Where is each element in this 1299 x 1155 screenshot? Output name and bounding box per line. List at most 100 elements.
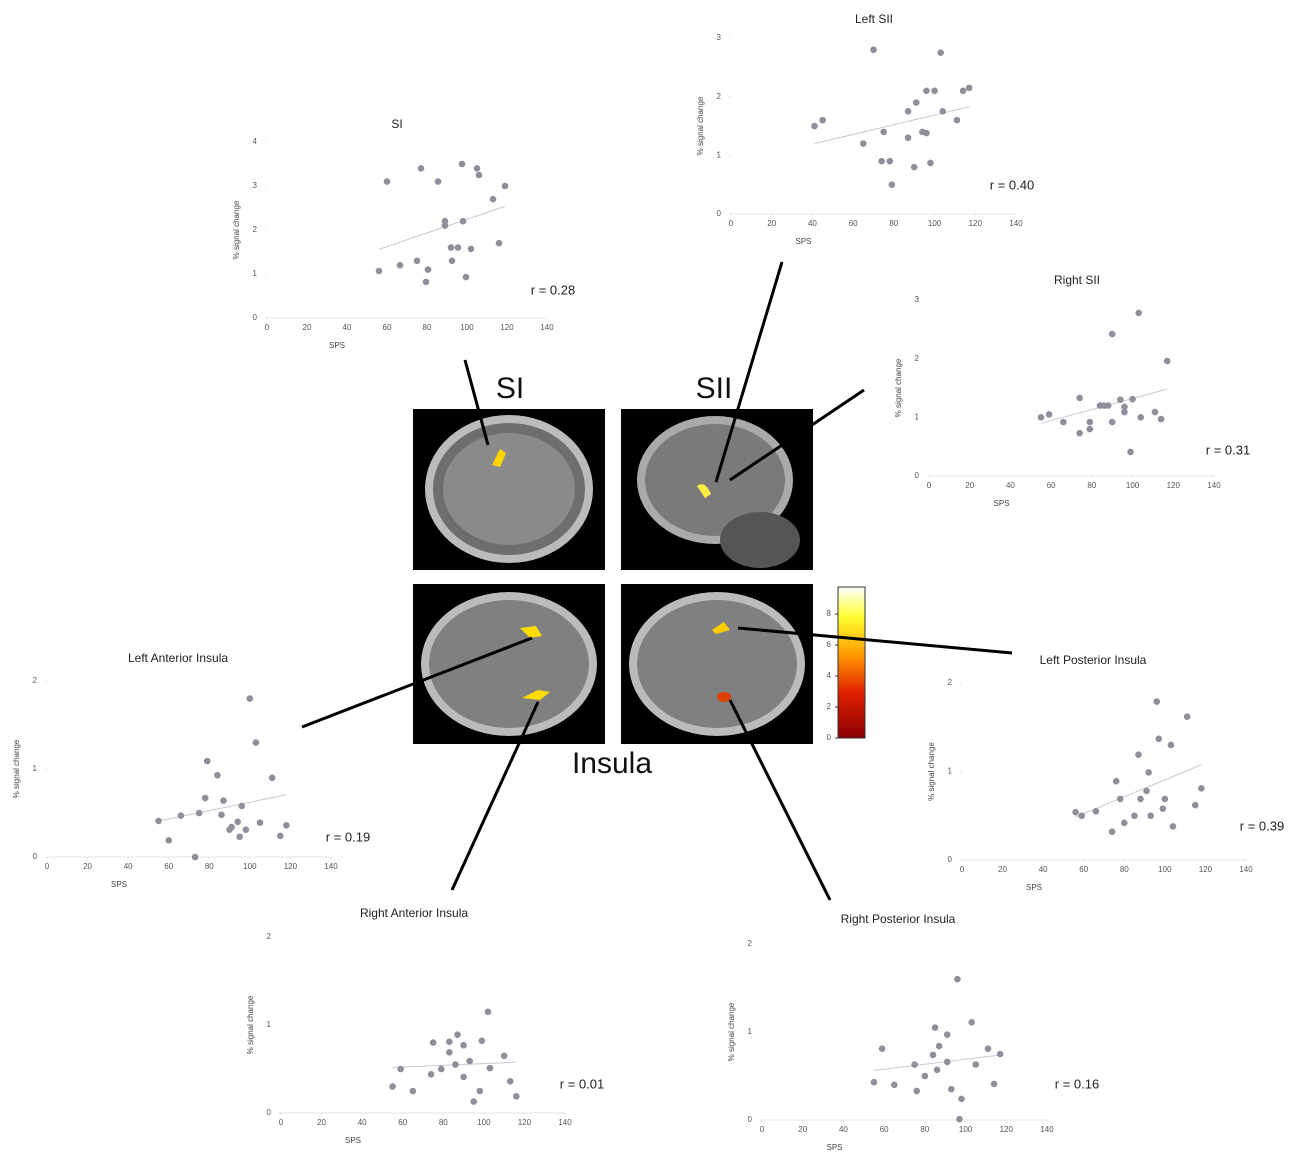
trendline — [814, 107, 969, 144]
x-tick-label: 80 — [889, 219, 898, 228]
data-point — [214, 772, 221, 779]
data-point — [476, 172, 483, 179]
data-point — [220, 797, 227, 804]
data-point — [1093, 808, 1100, 815]
data-point — [958, 1096, 965, 1103]
data-point — [178, 812, 185, 819]
data-point — [968, 1019, 975, 1026]
x-tick-label: 80 — [423, 323, 432, 332]
data-point — [454, 1031, 461, 1038]
x-tick-label: 40 — [358, 1118, 367, 1127]
data-point — [1078, 812, 1085, 819]
x-axis-label: SPS — [1026, 883, 1042, 892]
y-tick-label: 2 — [948, 678, 953, 687]
y-axis-label: % signal change — [927, 742, 936, 801]
scatter-chart: Right Anterior Insula0204060801001201400… — [246, 906, 604, 1145]
data-point — [196, 810, 203, 817]
data-point — [1192, 802, 1199, 809]
data-point — [1158, 416, 1165, 423]
correlation-label: r = 0.16 — [1055, 1076, 1099, 1091]
data-point — [911, 164, 918, 171]
colorbar-tick-label: 4 — [827, 671, 832, 680]
data-point — [1113, 778, 1120, 785]
data-point — [1131, 812, 1138, 819]
y-tick-label: 1 — [717, 150, 722, 159]
data-point — [397, 262, 404, 269]
data-point — [384, 178, 391, 185]
data-point — [414, 258, 421, 265]
data-point — [985, 1045, 992, 1052]
y-tick-label: 2 — [717, 92, 722, 101]
y-tick-label: 2 — [267, 932, 272, 941]
x-tick-label: 140 — [1009, 219, 1023, 228]
data-point — [905, 108, 912, 115]
data-point — [997, 1051, 1004, 1058]
region-label: SI — [496, 372, 524, 405]
data-point — [502, 183, 509, 190]
data-point — [954, 117, 961, 124]
data-point — [972, 1061, 979, 1068]
x-tick-label: 120 — [1199, 865, 1213, 874]
data-point — [1155, 735, 1162, 742]
x-tick-label: 40 — [343, 323, 352, 332]
data-point — [1160, 805, 1167, 812]
data-point — [905, 134, 912, 141]
data-point — [1153, 698, 1160, 705]
data-point — [376, 268, 383, 275]
y-tick-label: 1 — [748, 1027, 753, 1036]
y-tick-label: 1 — [253, 269, 258, 278]
data-point — [1046, 411, 1053, 418]
x-tick-label: 20 — [998, 865, 1007, 874]
connector-lines — [302, 262, 1012, 900]
y-tick-label: 1 — [948, 767, 953, 776]
data-point — [1137, 414, 1144, 421]
data-point — [931, 88, 938, 95]
data-point — [496, 240, 503, 247]
trendline — [379, 206, 505, 249]
x-tick-label: 20 — [303, 323, 312, 332]
data-point — [466, 1058, 473, 1065]
x-tick-label: 20 — [83, 862, 92, 871]
data-point — [477, 1088, 484, 1095]
x-tick-label: 20 — [767, 219, 776, 228]
x-tick-label: 40 — [1006, 481, 1015, 490]
correlation-label: r = 0.28 — [531, 282, 575, 297]
y-tick-label: 0 — [915, 471, 920, 480]
colorbar-tick-label: 0 — [827, 733, 832, 742]
data-point — [389, 1083, 396, 1090]
data-point — [1164, 358, 1171, 365]
x-tick-label: 100 — [477, 1118, 491, 1127]
correlation-label: r = 0.19 — [326, 829, 370, 844]
x-tick-label: 80 — [1120, 865, 1129, 874]
chart-title: Left Posterior Insula — [1040, 653, 1147, 667]
x-tick-label: 140 — [558, 1118, 572, 1127]
x-axis-label: SPS — [795, 237, 811, 246]
data-point — [913, 1088, 920, 1095]
data-point — [1105, 402, 1112, 409]
brain-panels — [413, 409, 865, 744]
data-point — [247, 695, 254, 702]
data-point — [165, 837, 172, 844]
page: {"chart_data": [ {"type": "scatter", "ti… — [0, 0, 1299, 1155]
data-point — [870, 46, 877, 53]
data-point — [886, 158, 893, 165]
data-point — [819, 117, 826, 124]
x-tick-label: 140 — [540, 323, 554, 332]
chart-title: Right SII — [1054, 273, 1100, 287]
x-tick-label: 100 — [243, 862, 257, 871]
x-tick-label: 140 — [1207, 481, 1221, 490]
x-tick-label: 140 — [1040, 1125, 1054, 1134]
data-point — [397, 1066, 404, 1073]
data-point — [860, 140, 867, 147]
data-point — [934, 1067, 941, 1074]
x-tick-label: 40 — [839, 1125, 848, 1134]
data-point — [442, 222, 449, 229]
data-point — [449, 258, 456, 265]
x-axis-label: SPS — [826, 1143, 842, 1152]
correlation-label: r = 0.31 — [1206, 442, 1250, 457]
chart-title: Left Anterior Insula — [128, 651, 228, 665]
data-point — [936, 1043, 943, 1050]
data-point — [460, 1042, 467, 1049]
data-point — [204, 758, 211, 765]
